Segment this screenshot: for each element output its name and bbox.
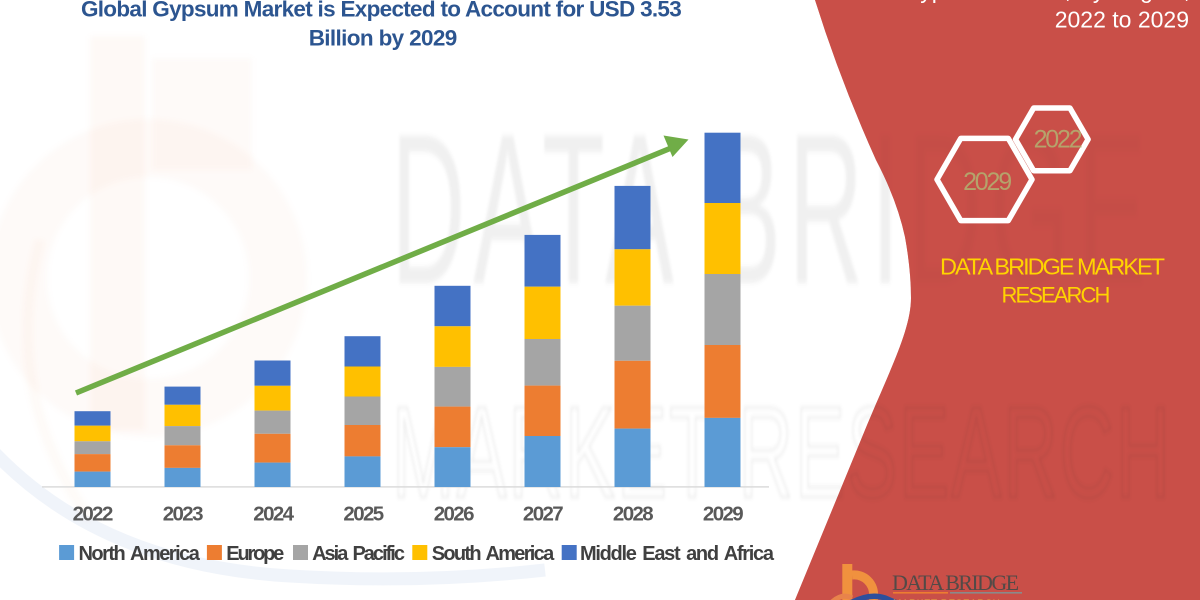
- svg-text:North America: North America: [79, 543, 201, 565]
- svg-text:Global Gypsum Market, By Regio: Global Gypsum Market, By Region,: [830, 0, 1190, 3]
- svg-text:DATA BRIDGE MARKET: DATA BRIDGE MARKET: [940, 254, 1165, 280]
- svg-text:2024: 2024: [253, 503, 294, 526]
- svg-text:2026: 2026: [434, 503, 474, 526]
- svg-text:2028: 2028: [613, 503, 653, 526]
- svg-text:Middle East and Africa: Middle East and Africa: [580, 543, 775, 565]
- svg-text:Europe: Europe: [226, 543, 284, 565]
- svg-text:South America: South America: [432, 543, 555, 565]
- svg-text:2029: 2029: [703, 503, 743, 526]
- svg-text:2022: 2022: [1034, 126, 1082, 154]
- svg-text:Global Gypsum Market is Expect: Global Gypsum Market is Expected to Acco…: [81, 0, 681, 21]
- svg-text:RESEARCH: RESEARCH: [1001, 283, 1109, 308]
- svg-text:MARKET RESEARCH: MARKET RESEARCH: [392, 381, 1172, 525]
- svg-text:MARKET RESEARCH: MARKET RESEARCH: [893, 599, 1000, 600]
- svg-text:Billion by 2029: Billion by 2029: [309, 25, 457, 50]
- svg-text:2022: 2022: [73, 503, 113, 526]
- svg-text:2022 to 2029: 2022 to 2029: [1055, 7, 1189, 33]
- svg-text:Asia Pacific: Asia Pacific: [312, 543, 405, 565]
- svg-text:2027: 2027: [523, 503, 563, 526]
- svg-text:2029: 2029: [963, 168, 1011, 196]
- svg-text:2023: 2023: [163, 503, 203, 526]
- svg-text:DATA BRIDGE: DATA BRIDGE: [892, 570, 1019, 595]
- svg-text:2025: 2025: [343, 503, 383, 526]
